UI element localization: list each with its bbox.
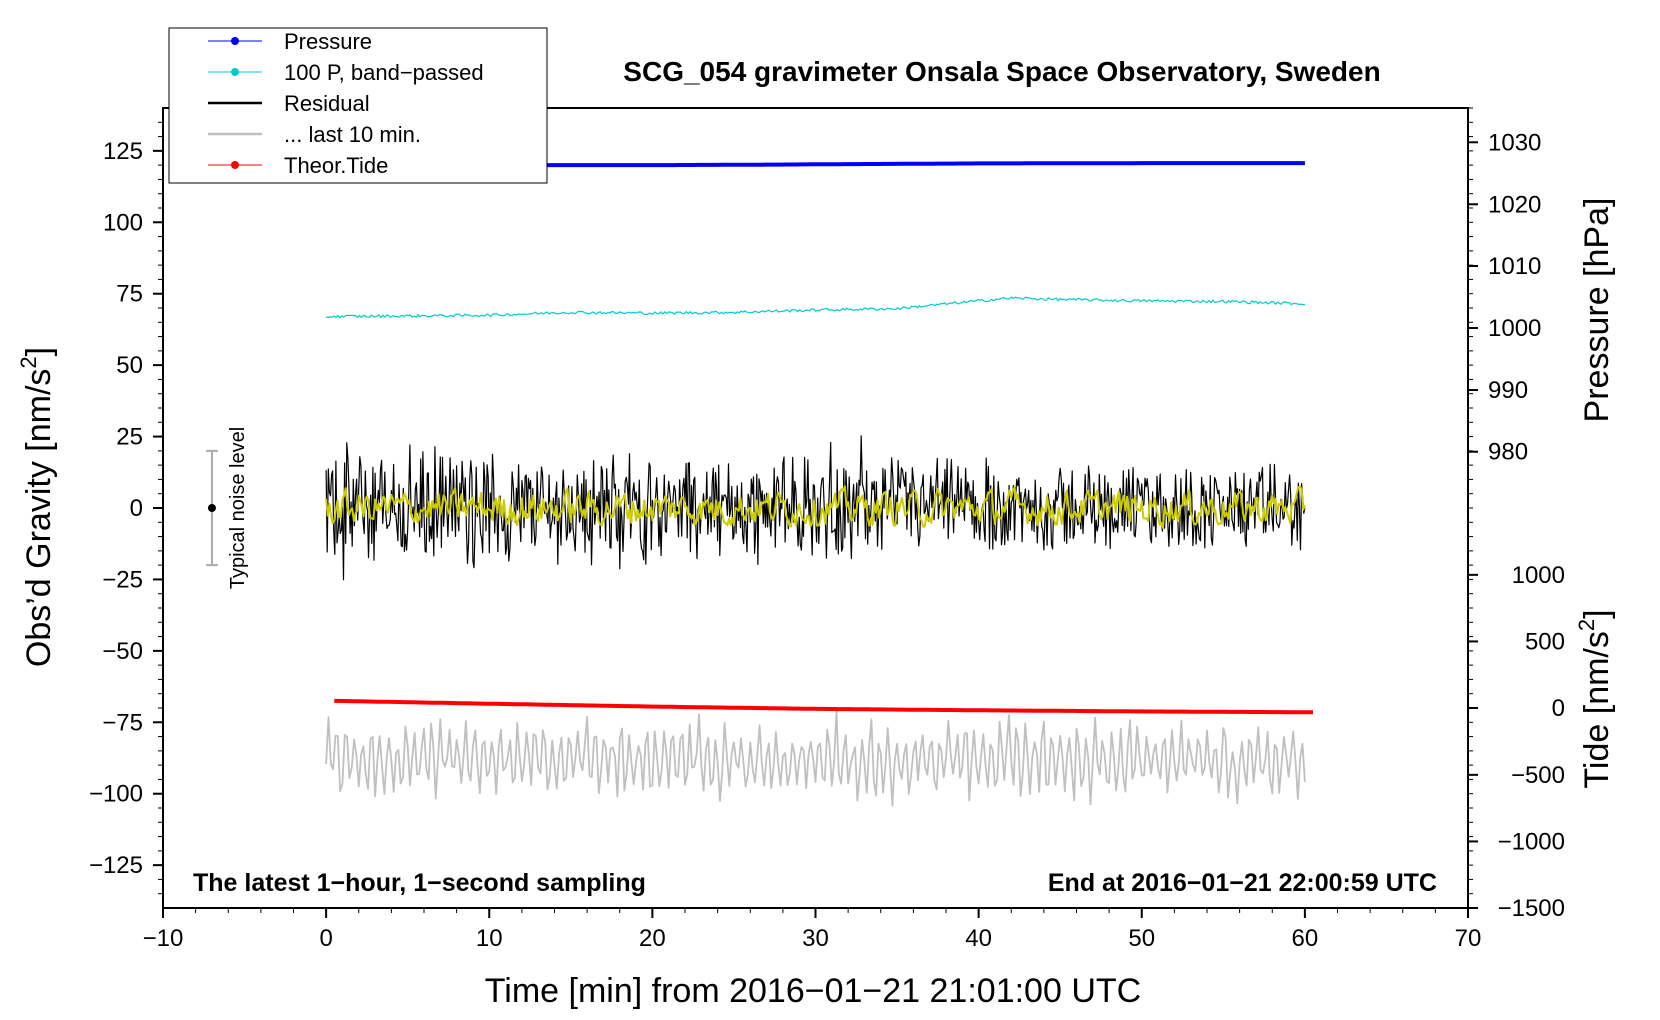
legend-marker: [231, 68, 239, 76]
y-left-tick-label: −100: [89, 781, 143, 808]
pressure-tick-label: 1000: [1488, 315, 1541, 342]
y-left-tick-label: −125: [89, 852, 143, 879]
tide-tick-label: −1000: [1498, 828, 1565, 855]
legend-label: Residual: [284, 91, 370, 116]
y-left-tick-label: −25: [102, 566, 143, 593]
bandpassed-pressure-series: [325, 296, 1306, 319]
pressure-tick-label: 980: [1488, 439, 1528, 466]
legend-label: Pressure: [284, 29, 372, 54]
x-axis-title: Time [min] from 2016−01−21 21:01:00 UTC: [485, 972, 1141, 1010]
legend-item-tide: Theor.Tide: [208, 153, 388, 178]
noise-level-dot: [207, 504, 216, 512]
y-right-bottom-title-sup: 2: [1574, 619, 1599, 631]
y-left-title-end: ]: [20, 347, 58, 356]
legend-item-bandpassed: 100 P, band−passed: [208, 60, 484, 85]
y-left-title-sup: 2: [16, 356, 41, 368]
note-right: End at 2016−01−21 22:00:59 UTC: [1048, 869, 1437, 897]
x-tick-label: −10: [143, 925, 184, 952]
legend-item-residual: Residual: [208, 91, 370, 116]
x-tick-label: 0: [319, 925, 332, 952]
svg-text:Obs’d Gravity [nm/s2]: Obs’d Gravity [nm/s2]: [16, 347, 58, 667]
y-right-bottom-title-end: ]: [1578, 609, 1616, 618]
y-right-bottom-title-text: Tide [nm/s: [1578, 631, 1616, 788]
x-tick-label: 10: [476, 925, 503, 952]
x-tick-label: 70: [1455, 925, 1482, 952]
smoothed-residual-series: [325, 485, 1306, 529]
legend-label: ... last 10 min.: [284, 122, 421, 147]
note-left: The latest 1−hour, 1−second sampling: [193, 869, 646, 897]
y-left-axis-title: Obs’d Gravity [nm/s2]: [16, 347, 58, 667]
theoretical-tide-series: [334, 698, 1313, 715]
y-left-tick-label: 100: [103, 209, 143, 236]
tide-tick-label: −500: [1511, 762, 1565, 789]
pressure-tick-label: 1020: [1488, 191, 1541, 218]
y-left-tick-label: 0: [130, 495, 143, 522]
y-left-tick-label: 25: [116, 424, 143, 451]
legend-label: 100 P, band−passed: [284, 60, 484, 85]
x-tick-label: 50: [1128, 925, 1155, 952]
tide-tick-label: 1000: [1512, 562, 1565, 589]
pressure-tick-label: 1010: [1488, 253, 1541, 280]
x-tick-label: 60: [1292, 925, 1319, 952]
pressure-tick-label: 1030: [1488, 129, 1541, 156]
y-left-tick-label: 75: [116, 281, 143, 308]
tide-tick-label: −1500: [1498, 895, 1565, 922]
legend-item-last-10-min: ... last 10 min.: [208, 122, 421, 147]
y-left-tick-label: −75: [102, 709, 143, 736]
x-tick-label: 30: [802, 925, 829, 952]
x-tick-label: 40: [965, 925, 992, 952]
tide-tick-label: 500: [1525, 628, 1565, 655]
legend-box: [168, 27, 548, 184]
noise-level-label: Typical noise level: [227, 427, 249, 589]
y-left-tick-label: 125: [103, 138, 143, 165]
y-left-tick-label: −50: [102, 638, 143, 665]
y-left-tick-label: 50: [116, 352, 143, 379]
legend-label: Theor.Tide: [284, 153, 388, 178]
chart-title: SCG_054 gravimeter Onsala Space Observat…: [623, 56, 1380, 87]
legend-item-pressure: Pressure: [208, 29, 372, 54]
y-left-title-text: Obs’d Gravity [nm/s: [20, 369, 58, 668]
last-10-min-series: [325, 709, 1306, 807]
legend-marker: [231, 37, 239, 45]
tide-tick-label: 0: [1552, 695, 1565, 722]
pressure-tick-label: 990: [1488, 377, 1528, 404]
svg-text:Tide [nm/s2]: Tide [nm/s2]: [1574, 609, 1616, 788]
y-right-top-axis-title: Pressure [hPa]: [1578, 198, 1616, 423]
legend-marker: [231, 161, 239, 169]
y-right-bottom-axis-title: Tide [nm/s2]: [1574, 609, 1616, 788]
x-tick-label: 20: [639, 925, 666, 952]
